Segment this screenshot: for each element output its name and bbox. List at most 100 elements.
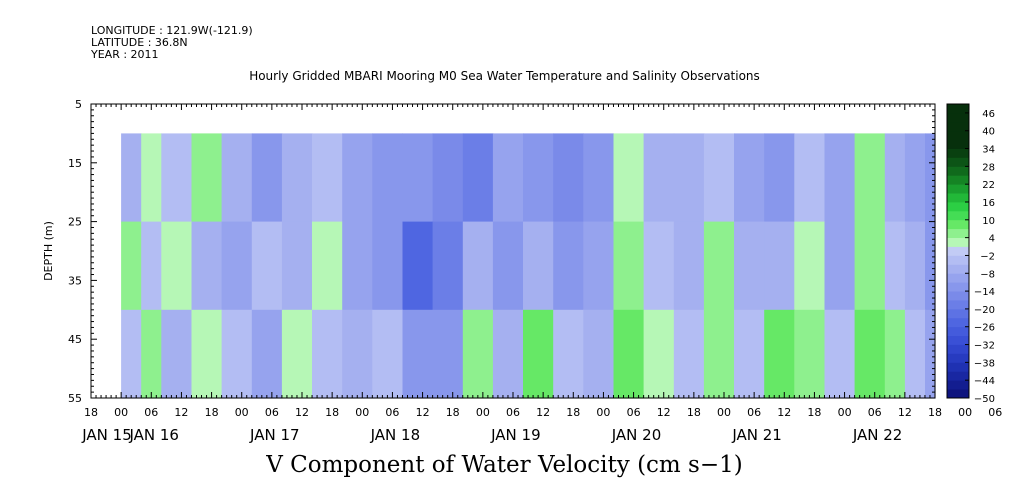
heatmap-cell xyxy=(462,309,494,399)
colorbar-tick-label: 40 xyxy=(982,127,995,138)
heatmap-cell xyxy=(191,309,223,399)
heatmap-cell xyxy=(251,133,283,223)
x-hour-tick-label: 18 xyxy=(325,406,339,419)
x-hour-tick-label: 06 xyxy=(506,406,520,419)
heatmap-cell xyxy=(553,221,584,311)
chart-caption: V Component of Water Velocity (cm s−1) xyxy=(266,452,743,478)
colorbar-swatch xyxy=(947,326,969,336)
heatmap-cell xyxy=(492,309,524,399)
heatmap-cells xyxy=(121,133,936,399)
x-hour-tick-label: 18 xyxy=(205,406,219,419)
heatmap-cell xyxy=(643,133,675,223)
heatmap-cell xyxy=(884,221,906,311)
colorbar-swatch xyxy=(947,184,969,194)
heatmap-cell xyxy=(492,221,524,311)
heatmap-cell xyxy=(523,309,554,399)
heatmap-cell xyxy=(462,221,494,311)
heatmap-cell xyxy=(281,309,313,399)
colorbar-swatch xyxy=(947,255,969,265)
colorbar-swatch xyxy=(947,335,969,345)
x-hour-tick-label: 12 xyxy=(174,406,188,419)
x-hour-tick-label: 12 xyxy=(295,406,309,419)
heatmap-cell xyxy=(221,309,253,399)
heatmap-cell xyxy=(342,309,373,399)
heatmap-cell xyxy=(734,221,765,311)
x-hour-tick-label: 00 xyxy=(596,406,610,419)
heatmap-cell xyxy=(372,133,403,223)
colorbar-swatch xyxy=(947,112,969,123)
colorbar-swatch xyxy=(947,371,969,381)
heatmap-cell xyxy=(925,221,936,311)
heatmap-cell xyxy=(764,133,795,223)
x-hour-tick-label: 18 xyxy=(84,406,98,419)
x-day-label: JAN 22 xyxy=(852,426,903,444)
colorbar-swatch xyxy=(947,175,969,185)
x-hour-tick-label: 06 xyxy=(627,406,641,419)
y-tick-label: 5 xyxy=(75,98,82,111)
heatmap-cell xyxy=(553,309,584,399)
heatmap-cell xyxy=(251,309,283,399)
heatmap-cell xyxy=(583,133,614,223)
colorbar-tick-label: −44 xyxy=(974,376,995,387)
heatmap-cell xyxy=(462,133,494,223)
heatmap-cell xyxy=(884,133,906,223)
heatmap-cell xyxy=(613,309,645,399)
colorbar-swatch xyxy=(947,148,969,158)
heatmap-cell xyxy=(854,221,886,311)
x-hour-tick-label: 00 xyxy=(235,406,249,419)
heatmap-cell xyxy=(342,133,373,223)
colorbar-tick-label: −38 xyxy=(974,358,995,369)
heatmap-cell xyxy=(854,133,886,223)
heatmap-cell xyxy=(281,133,313,223)
heatmap-cell xyxy=(553,133,584,223)
heatmap-cell xyxy=(673,133,705,223)
colorbar-tick-label: −8 xyxy=(980,269,995,280)
x-hour-tick-label: 18 xyxy=(687,406,701,419)
colorbar-swatch xyxy=(947,104,969,114)
x-day-label: JAN 20 xyxy=(611,426,662,444)
heatmap-cell xyxy=(764,309,795,399)
colorbar-swatch xyxy=(947,157,969,167)
x-hour-tick-label: 06 xyxy=(265,406,279,419)
heatmap-cell xyxy=(281,221,313,311)
heatmap-cell xyxy=(372,309,403,399)
y-tick-label: 15 xyxy=(68,157,82,170)
colorbar-swatch xyxy=(947,273,969,283)
heatmap-cell xyxy=(161,221,192,311)
y-axis: 5 15 25 35 45 55 xyxy=(68,98,935,405)
x-hour-tick-label: 12 xyxy=(898,406,912,419)
y-axis-label: DEPTH (m) xyxy=(42,221,55,281)
x-hour-tick-label: 18 xyxy=(928,406,942,419)
heatmap-cell xyxy=(734,133,765,223)
x-hour-tick-label: 00 xyxy=(838,406,852,419)
x-hour-tick-label: 18 xyxy=(807,406,821,419)
heatmap-cell xyxy=(523,221,554,311)
colorbar-swatch xyxy=(947,362,969,372)
colorbar-tick-label: −32 xyxy=(974,341,995,352)
colorbar-frame xyxy=(946,103,970,399)
heatmap-cell xyxy=(432,309,464,399)
heatmap-cell xyxy=(734,309,765,399)
latitude-label: LATITUDE : 36.8N xyxy=(91,36,188,49)
heatmap-cell xyxy=(643,221,675,311)
colorbar-tick-label: −26 xyxy=(974,323,995,334)
colorbar-swatch xyxy=(947,219,969,230)
colorbar-swatch xyxy=(947,317,969,328)
heatmap-cell xyxy=(432,221,464,311)
colorbar-swatch xyxy=(947,282,969,292)
x-hour-tick-label: 18 xyxy=(566,406,580,419)
colorbar-swatch xyxy=(947,139,969,149)
heatmap-cell xyxy=(703,133,735,223)
colorbar-swatch xyxy=(947,246,969,256)
year-label: YEAR : 2011 xyxy=(91,48,159,61)
heatmap-cell xyxy=(141,221,162,311)
colorbar-tick-label: 10 xyxy=(982,216,995,227)
x-hour-tick-label: 06 xyxy=(747,406,761,419)
colorbar-swatch xyxy=(947,166,969,176)
colorbar-swatch xyxy=(947,353,969,363)
x-hour-tick-label: 12 xyxy=(416,406,430,419)
heatmap-cell xyxy=(121,309,142,399)
x-day-label: JAN 19 xyxy=(490,426,541,444)
colorbar-swatch xyxy=(947,389,969,399)
